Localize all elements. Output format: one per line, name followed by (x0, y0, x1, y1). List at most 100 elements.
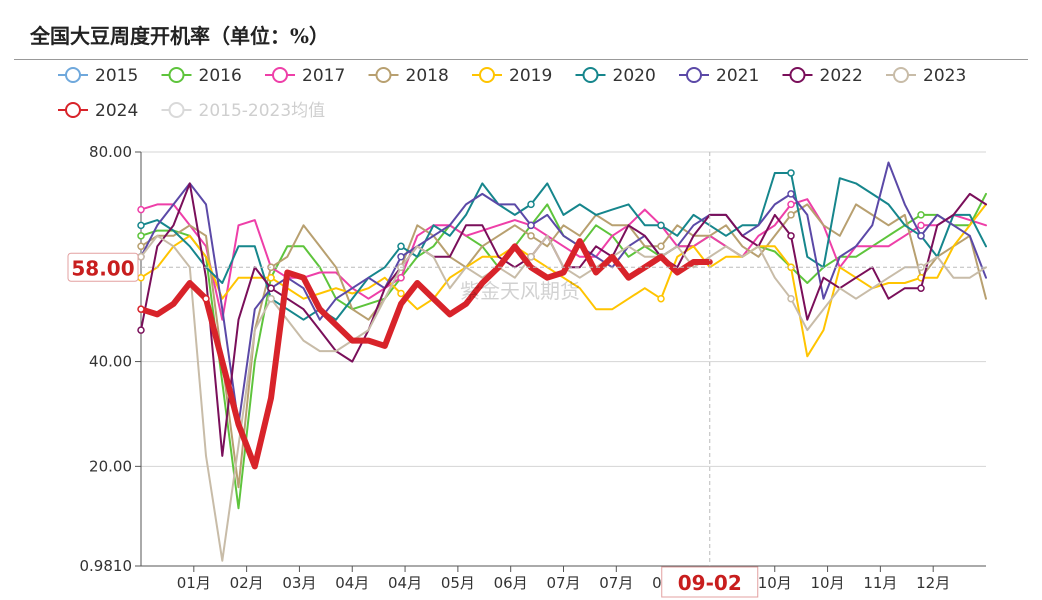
legend-item-2016[interactable]: 2016 (161, 66, 242, 86)
data-point-marker (137, 326, 145, 334)
data-point-marker (917, 211, 925, 219)
data-point-marker (527, 221, 535, 230)
data-point-marker (527, 200, 535, 209)
data-point-marker (787, 294, 795, 303)
data-point-marker (267, 273, 275, 282)
x-tick-label: 04月 (335, 574, 369, 592)
data-point-marker (527, 253, 535, 261)
crosshair-y-label: 58.00 (71, 256, 134, 280)
y-tick-label: 80.00 (89, 143, 132, 161)
data-point-marker (137, 273, 145, 282)
x-tick-label: 05月 (441, 574, 475, 592)
data-point-marker (202, 294, 210, 303)
series-2021 (137, 161, 987, 426)
data-point-marker (267, 294, 275, 303)
legend-swatch-marker (168, 102, 185, 118)
legend-label: 2022 (820, 66, 863, 86)
legend-item-2023[interactable]: 2023 (886, 66, 966, 86)
data-point-marker (137, 221, 145, 230)
legend-item-2015[interactable]: 2015 (58, 66, 138, 86)
legend-swatch-marker (272, 67, 288, 83)
data-point-marker (787, 200, 795, 209)
series-line-2018 (140, 203, 987, 489)
data-point-marker (917, 232, 925, 240)
legend-label: 2018 (406, 66, 449, 86)
data-point-marker (917, 284, 925, 292)
data-point-marker (137, 205, 145, 214)
x-tick-label: 11月 (863, 574, 897, 592)
data-point-marker (267, 284, 275, 292)
legend-swatch-marker (168, 67, 185, 83)
legend-item-2019[interactable]: 2019 (472, 66, 552, 86)
legend-swatch-marker (686, 67, 702, 83)
legend-label: 2015-2023均值 (199, 101, 326, 121)
legend-swatch-marker (582, 67, 599, 83)
x-tick-label: 12月 (916, 574, 950, 592)
legend-swatch-marker (789, 67, 806, 83)
legend-swatch-marker (479, 67, 495, 83)
legend-label: 2016 (199, 66, 242, 86)
legend-item-2021[interactable]: 2021 (679, 66, 759, 86)
data-point-marker (787, 211, 795, 219)
legend-label: 2019 (509, 66, 552, 86)
data-point-marker (527, 232, 535, 240)
x-tick-label: 02月 (230, 574, 264, 592)
series-line-2017 (140, 198, 987, 321)
data-point-marker (397, 242, 405, 251)
y-tick-label: 40.00 (89, 353, 132, 371)
legend-label: 2021 (716, 66, 759, 86)
legend-swatch-marker (65, 102, 81, 118)
chart-title: 全国大豆周度开机率（单位：%） (30, 24, 330, 48)
crosshair: 58.00 09-02 (67, 152, 986, 598)
data-point-marker (397, 289, 405, 298)
series-line-2019 (140, 203, 987, 358)
x-tick-label: 03月 (282, 574, 316, 592)
data-point-marker (787, 169, 795, 177)
legend-swatch-marker (893, 67, 909, 83)
data-point-marker (657, 242, 665, 251)
data-point-marker (657, 294, 665, 303)
legend-label: 2015 (95, 66, 138, 86)
legend-label: 2020 (613, 66, 656, 86)
x-tick-label: 07月 (599, 574, 633, 592)
legend-label: 2024 (95, 101, 138, 121)
data-point-marker (787, 232, 795, 240)
series-2016 (137, 192, 987, 510)
series-2024 (137, 238, 713, 470)
crosshair-y-label-box (67, 252, 139, 282)
axes: 80.00 40.00 20.00 0.9810 01月 02月 03月 04月 04月 05月 0… (80, 143, 951, 592)
x-tick-label: 04月 (388, 574, 422, 592)
series-line-2021 (140, 161, 987, 426)
legend-swatch-marker (65, 67, 81, 83)
title-divider (14, 59, 1028, 60)
legend-item-2020[interactable]: 2020 (575, 66, 656, 86)
data-point-marker (397, 253, 405, 261)
legend-item-2017[interactable]: 2017 (265, 66, 345, 86)
legend-item-2024[interactable]: 2024 (58, 101, 138, 121)
x-tick-label: 06月 (494, 574, 528, 592)
watermark-text: 紫金天风期货 (460, 279, 580, 303)
data-point-marker (137, 242, 145, 251)
series-line-2024 (138, 238, 713, 470)
legend[interactable]: 2015 2016 2017 2018 2019 2020 2021 2022 2023 2024… (58, 66, 966, 121)
legend-label: 2017 (302, 66, 345, 86)
y-tick-label: 0.9810 (80, 557, 133, 575)
data-point-marker (917, 221, 925, 230)
y-tick-label: 20.00 (89, 457, 132, 475)
data-point-marker (397, 273, 405, 282)
legend-swatch-marker (375, 67, 392, 83)
data-point-marker (137, 232, 145, 240)
data-point-marker (657, 221, 665, 230)
crosshair-x-label: 09-02 (678, 571, 742, 595)
data-point-marker (787, 190, 795, 198)
crosshair-x-label-box (661, 566, 759, 598)
legend-label: 2023 (923, 66, 966, 86)
x-tick-label: 10月 (758, 574, 792, 592)
x-tick-label: 01月 (177, 574, 211, 592)
x-tick-label: 10月 (811, 574, 845, 592)
legend-item-2022[interactable]: 2022 (782, 66, 863, 86)
legend-item-2015-2023均值[interactable]: 2015-2023均值 (161, 101, 326, 121)
legend-item-2018[interactable]: 2018 (368, 66, 449, 86)
x-tick-label: 07月 (546, 574, 580, 592)
